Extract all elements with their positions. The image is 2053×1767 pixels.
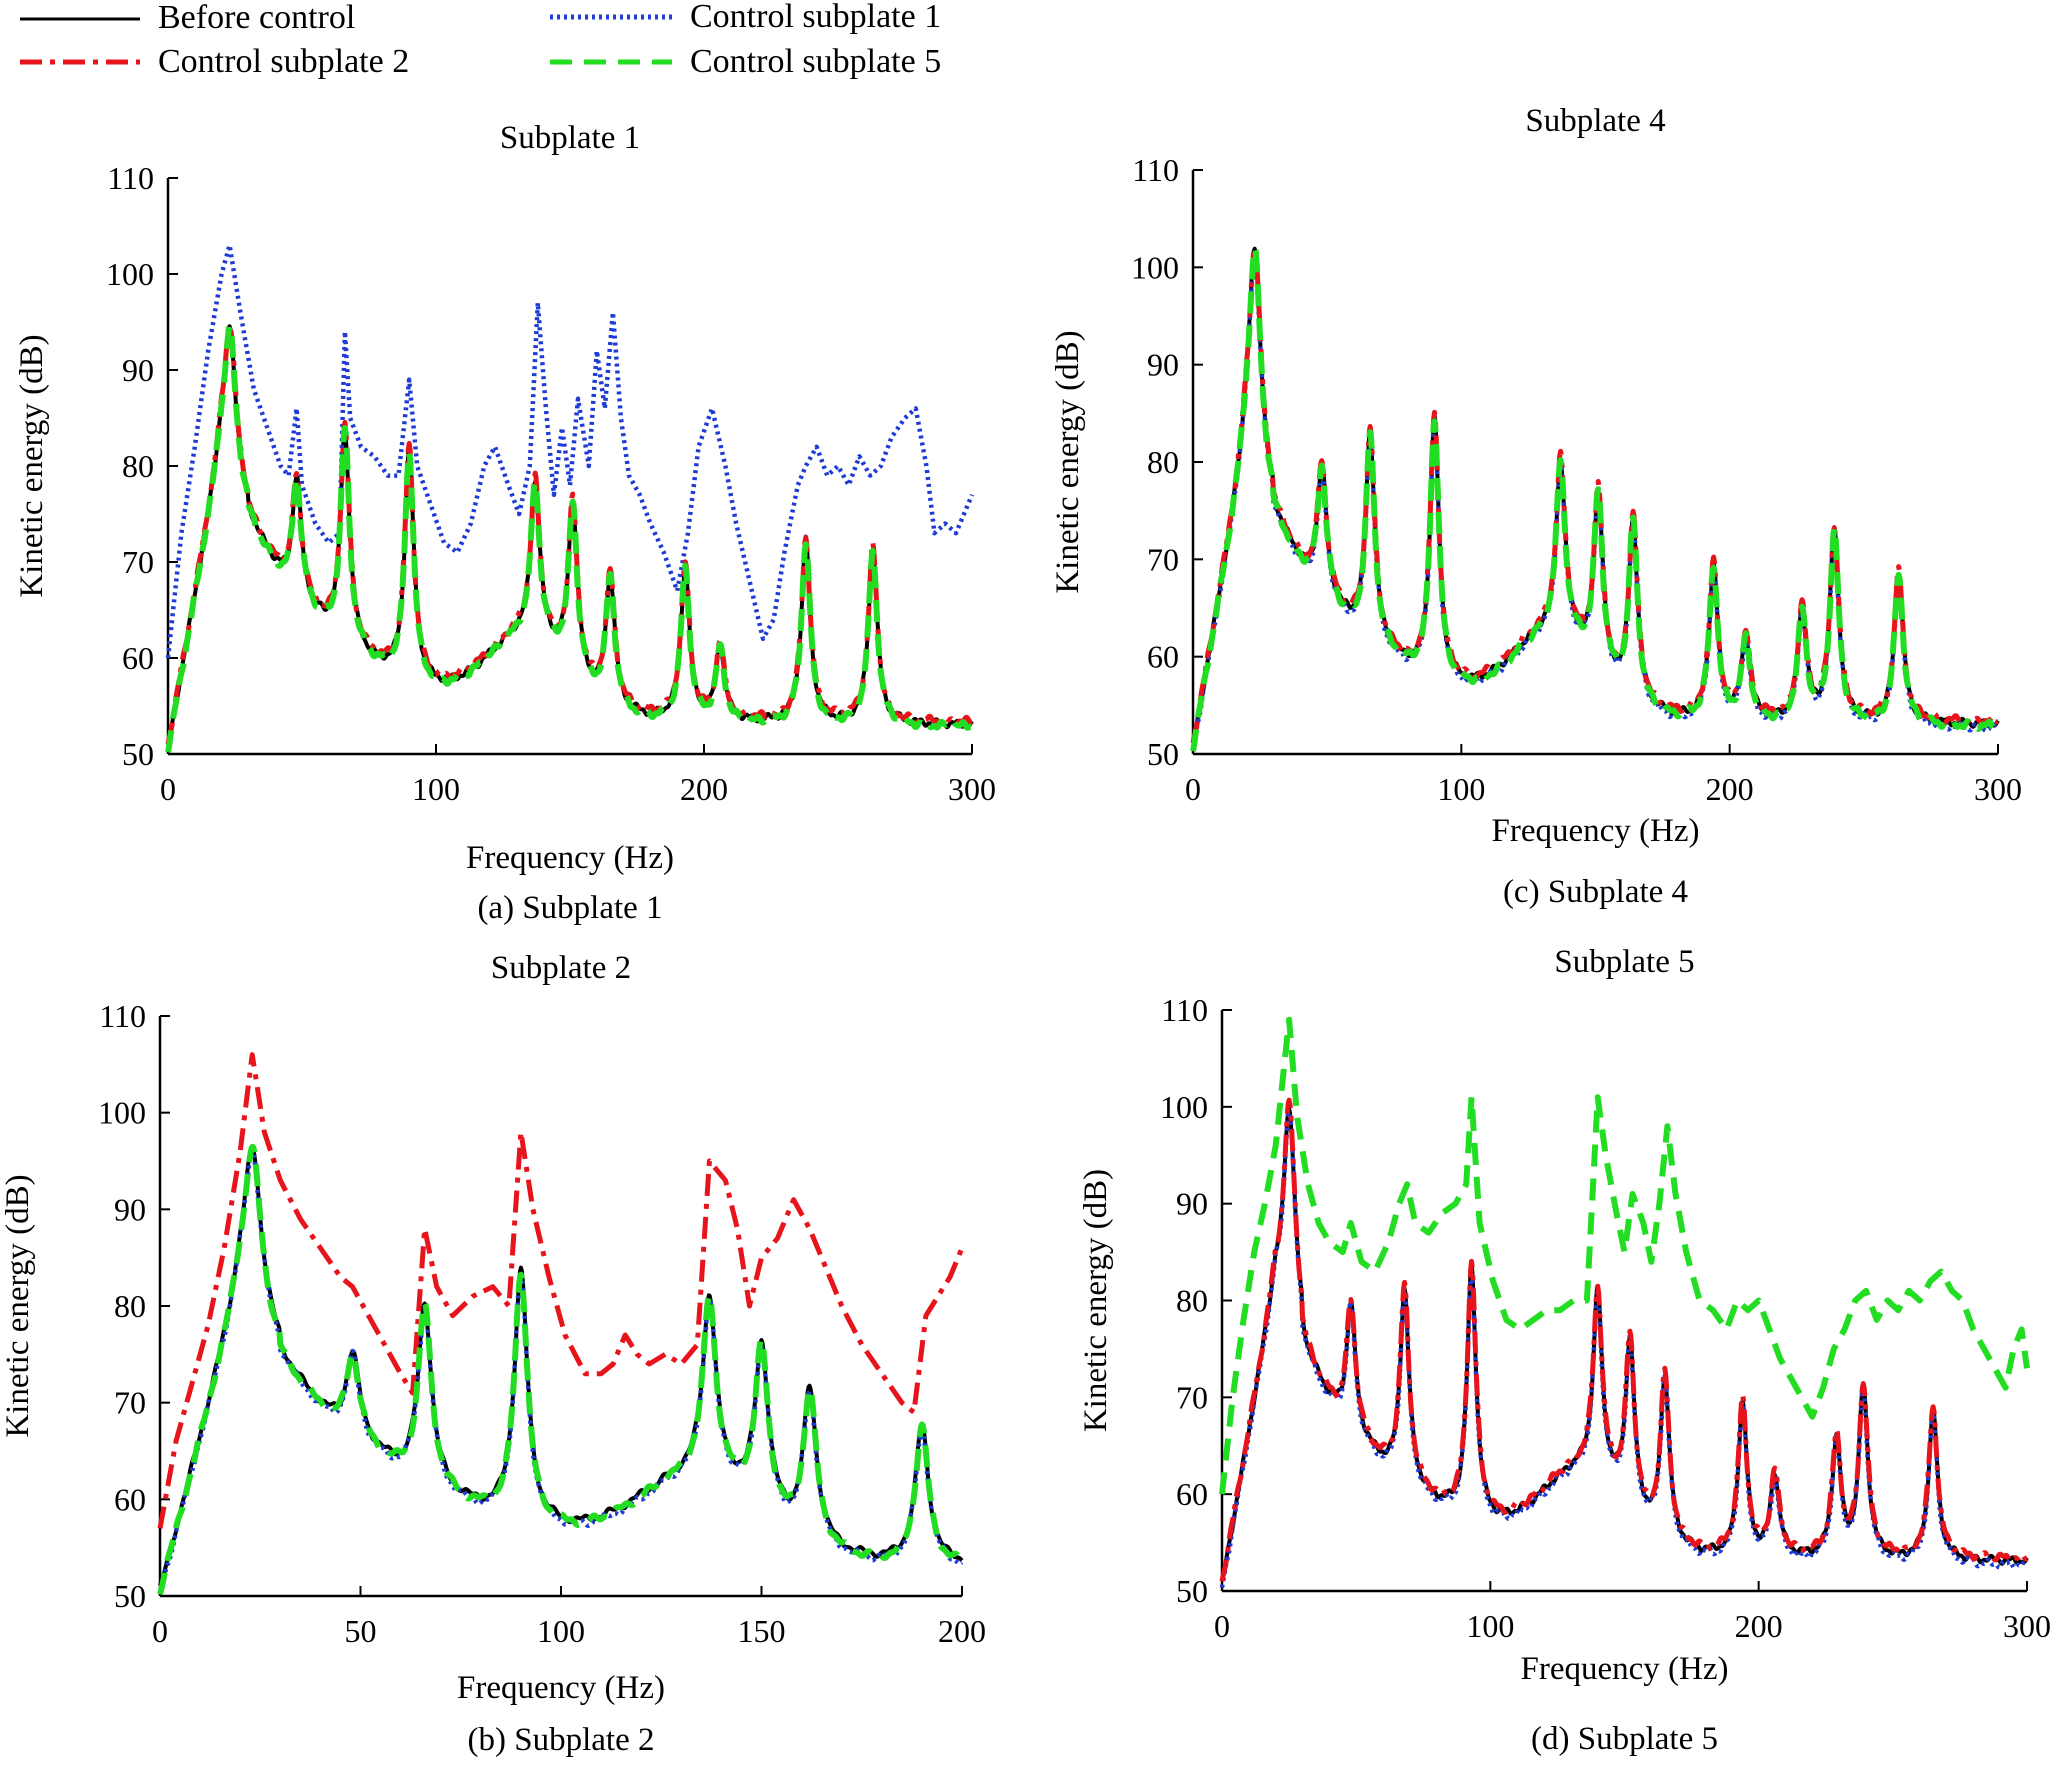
x-tick-label: 300 (2003, 1608, 2051, 1644)
y-tick-label: 70 (122, 544, 154, 580)
series-line-c1 (165, 242, 975, 659)
x-tick-label: 100 (537, 1613, 585, 1649)
series-group (165, 242, 975, 753)
y-tick-label: 60 (1147, 639, 1179, 675)
x-tick-label: 0 (160, 771, 176, 807)
y-tick-label: 70 (114, 1385, 146, 1421)
legend: Before control Control subplate 1 Contro… (20, 0, 941, 80)
series-line-c5 (165, 322, 975, 753)
chart-subplate-1: Subplate 1 50 60 70 80 90 100 110 0 100 200 300 Freq… (14, 120, 996, 926)
y-tick-label: 100 (1160, 1089, 1208, 1125)
chart-subplate-4: Subplate 4 50 60 70 80 90 100 110 0 100 200 300 Freq… (1050, 103, 2022, 910)
x-tick-label: 50 (345, 1613, 377, 1649)
x-tick-label: 0 (1214, 1608, 1230, 1644)
x-tick-label: 150 (738, 1613, 786, 1649)
y-axis-label: Kinetic energy (dB) (0, 1174, 36, 1437)
y-tick-label: 70 (1147, 541, 1179, 577)
y-tick-label: 50 (122, 736, 154, 772)
y-tick-label: 50 (114, 1578, 146, 1614)
y-tick-label: 110 (1161, 992, 1208, 1028)
chart-caption: (a) Subplate 1 (477, 890, 662, 926)
x-tick-label: 200 (680, 771, 728, 807)
series-line-before (158, 1145, 964, 1587)
x-tick-label: 100 (1437, 771, 1485, 807)
chart-caption: (b) Subplate 2 (468, 1722, 655, 1758)
chart-title: Subplate 5 (1554, 944, 1694, 980)
chart-title: Subplate 2 (491, 950, 631, 986)
y-tick-label: 80 (114, 1288, 146, 1324)
legend-label-c5: Control subplate 5 (690, 43, 941, 80)
x-axis-label: Frequency (Hz) (457, 1670, 665, 1706)
chart-title: Subplate 4 (1525, 103, 1665, 139)
y-tick-label: 90 (122, 352, 154, 388)
y-tick-label: 80 (122, 448, 154, 484)
y-tick-label: 90 (114, 1191, 146, 1227)
series-group (1190, 245, 2001, 752)
series-group (1219, 1016, 2030, 1588)
x-tick-label: 300 (948, 771, 996, 807)
x-tick-label: 200 (1706, 771, 1754, 807)
x-tick-label: 0 (152, 1613, 168, 1649)
y-axis-label: Kinetic energy (dB) (1050, 330, 1086, 593)
x-tick-label: 0 (1185, 771, 1201, 807)
y-tick-label: 110 (99, 998, 146, 1034)
y-tick-label: 60 (122, 640, 154, 676)
x-tick-label: 100 (412, 771, 460, 807)
legend-label-c2: Control subplate 2 (158, 43, 409, 80)
series-line-c2 (157, 1052, 965, 1529)
x-tick-label: 200 (938, 1613, 986, 1649)
y-tick-label: 90 (1147, 347, 1179, 383)
y-axis-label: Kinetic energy (dB) (14, 334, 50, 597)
legend-entry-c5: Control subplate 5 (550, 43, 941, 80)
chart-subplate-5: Subplate 5 50 60 70 80 90 100 110 0 100 200 300 Freq… (1078, 944, 2051, 1757)
y-tick-label: 80 (1176, 1283, 1208, 1319)
legend-label-before: Before control (158, 0, 355, 36)
series-line-c1 (157, 1149, 964, 1593)
chart-title: Subplate 1 (500, 120, 640, 156)
y-tick-label: 60 (1176, 1476, 1208, 1512)
series-line-c2 (1219, 1097, 2029, 1582)
series-line-c5 (157, 1143, 965, 1596)
chart-caption: (d) Subplate 5 (1531, 1721, 1718, 1757)
y-tick-label: 110 (1132, 152, 1179, 188)
y-axis-label: Kinetic energy (dB) (1078, 1169, 1114, 1432)
y-tick-label: 60 (114, 1481, 146, 1517)
legend-entry-c2: Control subplate 2 (20, 43, 409, 80)
series-group (157, 1052, 965, 1596)
series-line-before (1220, 1106, 2029, 1582)
y-tick-label: 70 (1176, 1379, 1208, 1415)
chart-caption: (c) Subplate 4 (1503, 874, 1688, 910)
legend-entry-c1: Control subplate 1 (550, 0, 941, 35)
x-tick-label: 200 (1735, 1608, 1783, 1644)
x-axis-label: Frequency (Hz) (1521, 1651, 1729, 1687)
y-tick-label: 100 (98, 1095, 146, 1131)
y-tick-label: 90 (1176, 1186, 1208, 1222)
y-tick-label: 80 (1147, 444, 1179, 480)
x-axis-label: Frequency (Hz) (1492, 813, 1700, 849)
x-tick-label: 100 (1466, 1608, 1514, 1644)
legend-label-c1: Control subplate 1 (690, 0, 941, 35)
y-tick-label: 110 (107, 160, 154, 196)
y-tick-label: 50 (1147, 736, 1179, 772)
legend-entry-before: Before control (20, 0, 355, 36)
series-line-c5 (1190, 245, 2001, 752)
y-tick-label: 100 (1131, 249, 1179, 285)
x-axis-label: Frequency (Hz) (466, 840, 674, 876)
x-tick-label: 300 (1974, 771, 2022, 807)
y-tick-label: 50 (1176, 1573, 1208, 1609)
y-tick-label: 100 (106, 256, 154, 292)
series-line-c1 (1219, 1110, 2029, 1588)
